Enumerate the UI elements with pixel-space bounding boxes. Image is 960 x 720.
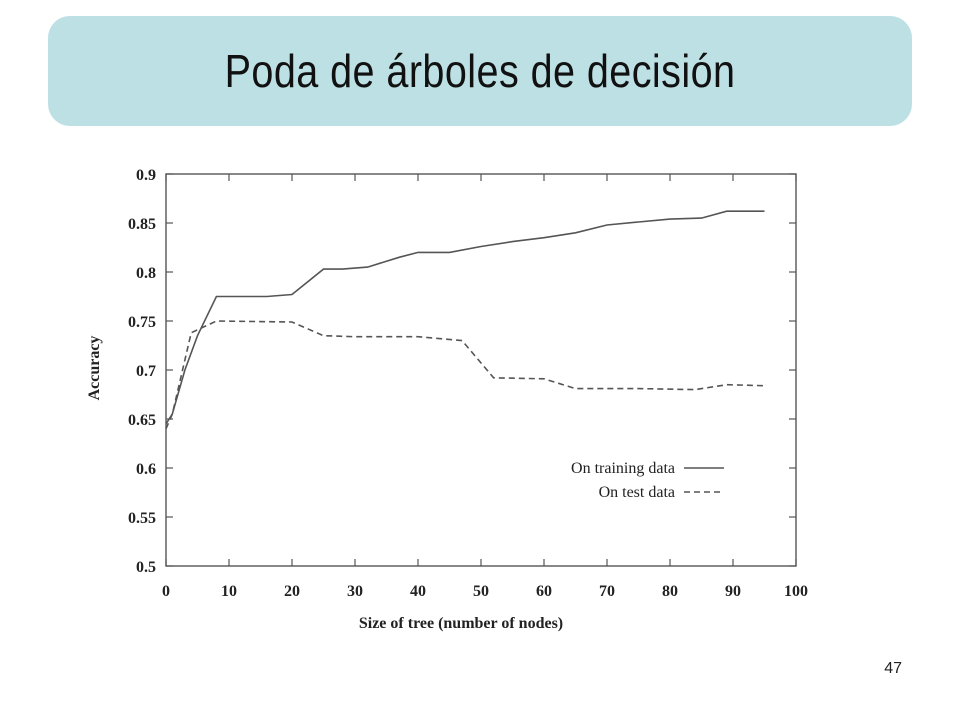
x-tick-label: 50: [473, 583, 489, 600]
x-tick-label: 80: [662, 583, 678, 600]
title-banner: Poda de árboles de decisión: [48, 16, 912, 126]
y-tick-label: 0.55: [128, 510, 156, 527]
legend-label: On test data: [599, 484, 675, 501]
x-tick-label: 100: [784, 583, 808, 600]
y-tick-label: 0.9: [136, 167, 156, 184]
x-tick-label: 20: [284, 583, 300, 600]
series-line-test: [165, 320, 765, 430]
x-tick-label: 70: [599, 583, 615, 600]
y-tick-label: 0.6: [136, 461, 156, 478]
y-tick-label: 0.7: [136, 363, 156, 380]
series-line-training: [165, 210, 765, 425]
x-tick-label: 10: [221, 583, 237, 600]
y-tick-label: 0.8: [136, 265, 156, 282]
y-tick-label: 0.65: [128, 412, 156, 429]
legend-label: On training data: [571, 460, 675, 477]
y-tick-label: 0.85: [128, 216, 156, 233]
x-tick-label: 60: [536, 583, 552, 600]
page-number: 47: [884, 660, 902, 677]
x-tick-label: 0: [162, 583, 170, 600]
x-tick-label: 30: [347, 583, 363, 600]
slide-title: Poda de árboles de decisión: [224, 45, 736, 97]
y-axis-label: Accuracy: [86, 336, 103, 401]
x-tick-label: 40: [410, 583, 426, 600]
y-tick-label: 0.5: [136, 559, 156, 576]
y-tick-label: 0.75: [128, 314, 156, 331]
plot-frame: [165, 173, 797, 567]
x-tick-label: 90: [725, 583, 741, 600]
x-axis-label: Size of tree (number of nodes): [359, 615, 563, 632]
